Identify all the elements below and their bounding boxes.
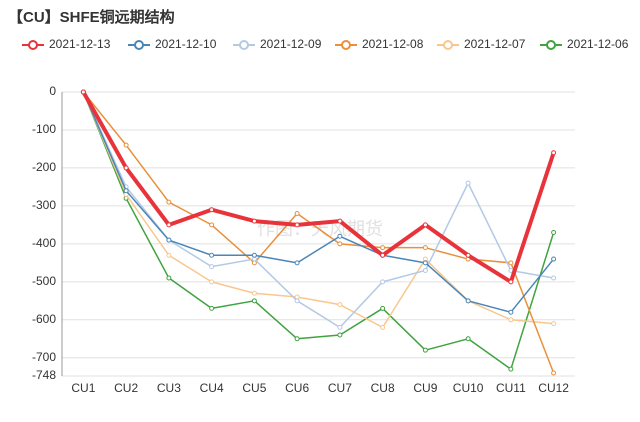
point bbox=[380, 324, 386, 330]
legend-marker bbox=[546, 40, 556, 50]
legend-label: 2021-12-10 bbox=[155, 37, 217, 51]
y-tick-label: -500 bbox=[32, 274, 56, 288]
point bbox=[551, 229, 557, 235]
series-line bbox=[81, 91, 556, 284]
x-tick-label: CU4 bbox=[200, 381, 224, 395]
y-tick-label: -100 bbox=[32, 122, 56, 136]
legend-marker bbox=[28, 40, 38, 50]
point bbox=[251, 252, 257, 258]
y-tick-label: 0 bbox=[49, 84, 56, 98]
chart-title: 【CU】SHFE铜远期结构 bbox=[8, 8, 175, 26]
series-line bbox=[82, 91, 554, 329]
x-tick-label: CU5 bbox=[242, 381, 266, 395]
point bbox=[294, 222, 300, 228]
x-tick-label: CU3 bbox=[157, 381, 181, 395]
y-tick-label: -700 bbox=[32, 350, 56, 364]
legend-marker bbox=[341, 40, 351, 50]
legend-label: 2021-12-07 bbox=[464, 37, 526, 51]
point bbox=[551, 321, 557, 327]
point bbox=[294, 210, 300, 216]
point bbox=[465, 336, 471, 342]
legend-label: 2021-12-13 bbox=[49, 37, 111, 51]
point bbox=[166, 252, 172, 258]
point bbox=[508, 366, 514, 372]
legend-label: 2021-12-08 bbox=[362, 37, 424, 51]
series-line bbox=[82, 91, 554, 329]
point bbox=[209, 222, 215, 228]
point bbox=[465, 298, 471, 304]
point bbox=[380, 245, 386, 251]
y-tick-label: -200 bbox=[32, 160, 56, 174]
point bbox=[166, 237, 172, 243]
x-tick-label: CU9 bbox=[413, 381, 437, 395]
point bbox=[251, 298, 257, 304]
point bbox=[337, 218, 343, 224]
point bbox=[166, 222, 172, 228]
x-tick-label: CU2 bbox=[114, 381, 138, 395]
legend-label: 2021-12-09 bbox=[260, 37, 322, 51]
point bbox=[166, 199, 172, 205]
point bbox=[209, 207, 215, 213]
point bbox=[337, 241, 343, 247]
point bbox=[337, 233, 343, 239]
legend-marker bbox=[134, 40, 144, 50]
y-tick-label: -300 bbox=[32, 198, 56, 212]
point bbox=[294, 298, 300, 304]
point bbox=[209, 252, 215, 258]
point bbox=[209, 264, 215, 270]
point bbox=[337, 324, 343, 330]
point bbox=[508, 279, 514, 285]
point bbox=[209, 279, 215, 285]
point bbox=[508, 260, 514, 266]
point bbox=[422, 260, 428, 266]
series-line bbox=[82, 91, 555, 370]
legend-marker bbox=[443, 40, 453, 50]
x-tick-label: CU8 bbox=[371, 381, 395, 395]
point bbox=[422, 245, 428, 251]
x-tick-label: CU12 bbox=[538, 381, 569, 395]
point bbox=[294, 336, 300, 342]
point bbox=[551, 370, 557, 376]
point bbox=[251, 290, 257, 296]
point bbox=[80, 89, 86, 95]
point bbox=[380, 252, 386, 258]
point bbox=[123, 188, 129, 194]
point bbox=[166, 275, 172, 281]
series-line bbox=[82, 91, 555, 313]
point bbox=[380, 305, 386, 311]
point bbox=[337, 302, 343, 308]
point bbox=[508, 309, 514, 315]
point bbox=[465, 252, 471, 258]
point bbox=[209, 305, 215, 311]
legend-label: 2021-12-06 bbox=[567, 37, 629, 51]
point bbox=[380, 279, 386, 285]
point bbox=[551, 256, 557, 262]
y-tick-label: -748 bbox=[32, 368, 56, 382]
x-tick-label: CU10 bbox=[453, 381, 484, 395]
point bbox=[465, 180, 471, 186]
point bbox=[422, 347, 428, 353]
point bbox=[422, 222, 428, 228]
x-tick-label: CU11 bbox=[496, 381, 526, 395]
y-tick-label: -600 bbox=[32, 312, 56, 326]
point bbox=[294, 260, 300, 266]
legend-marker bbox=[239, 40, 249, 50]
x-tick-label: CU7 bbox=[328, 381, 352, 395]
point bbox=[123, 165, 129, 171]
x-tick-label: CU1 bbox=[71, 381, 95, 395]
point bbox=[422, 267, 428, 273]
point bbox=[551, 150, 557, 156]
point bbox=[251, 218, 257, 224]
point bbox=[337, 332, 343, 338]
x-tick-label: CU6 bbox=[285, 381, 309, 395]
y-tick-label: -400 bbox=[32, 236, 56, 250]
point bbox=[123, 142, 129, 148]
point bbox=[508, 317, 514, 323]
point bbox=[551, 275, 557, 281]
